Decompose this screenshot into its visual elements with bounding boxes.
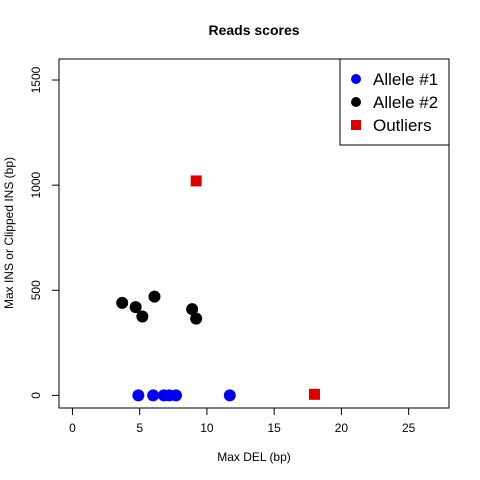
allele-2-point	[186, 303, 199, 316]
legend-marker-circle	[351, 97, 361, 107]
outlier-point	[309, 388, 321, 400]
y-tick-label: 1500	[29, 66, 43, 93]
x-axis: 0 5 10 15 20 25	[69, 407, 416, 435]
outlier-point	[190, 175, 202, 187]
x-tick-label: 25	[402, 421, 416, 435]
chart-title: Reads scores	[208, 22, 299, 38]
legend-label: Allele #2	[373, 93, 438, 112]
legend-label: Outliers	[373, 116, 432, 135]
y-tick-label: 0	[29, 392, 43, 399]
allele-2-point	[116, 296, 129, 309]
allele-1-point	[170, 389, 182, 402]
x-tick-label: 15	[267, 421, 281, 435]
allele-2-point	[129, 301, 142, 314]
y-axis: 0 500 1000 1500	[29, 66, 60, 399]
allele-2-point	[136, 310, 149, 323]
allele-2-point	[190, 312, 203, 325]
y-axis-label: Max INS or Clipped INS (bp)	[2, 157, 16, 309]
x-tick-label: 0	[69, 421, 76, 435]
legend: Allele #1 Allele #2 Outliers	[339, 58, 450, 146]
x-tick-label: 5	[136, 421, 143, 435]
y-tick-label: 1000	[29, 171, 43, 198]
x-tick-label: 10	[200, 421, 214, 435]
legend-marker-circle	[351, 74, 361, 84]
allele-1-point	[147, 389, 160, 402]
legend-marker-square	[351, 120, 361, 130]
allele-1-point	[132, 389, 145, 402]
data-points	[116, 175, 321, 402]
allele-2-point	[148, 290, 161, 303]
x-axis-label: Max DEL (bp)	[217, 450, 291, 464]
y-tick-label: 500	[29, 280, 43, 300]
allele-1-point	[223, 389, 236, 402]
x-tick-label: 20	[335, 421, 349, 435]
legend-label: Allele #1	[373, 70, 438, 89]
